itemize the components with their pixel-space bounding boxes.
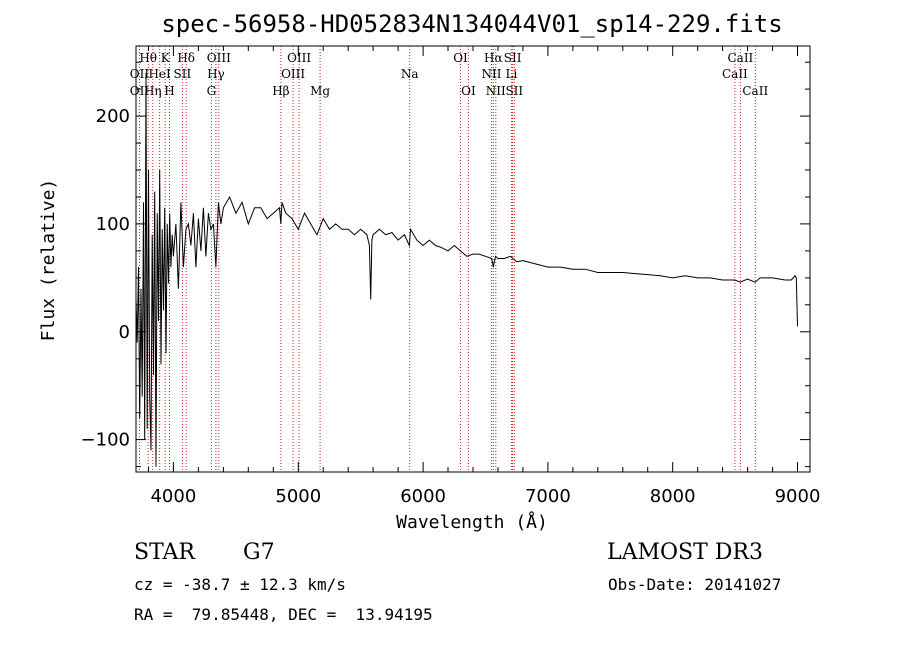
x-tick-label: 9000 bbox=[775, 486, 821, 507]
line-label: OII bbox=[130, 84, 150, 98]
line-label: Hη bbox=[144, 84, 162, 98]
line-label: Hβ bbox=[272, 84, 289, 98]
line-label: G bbox=[207, 84, 217, 98]
line-label: H bbox=[164, 84, 174, 98]
line-label: NII bbox=[486, 84, 506, 98]
line-label: Mg bbox=[310, 84, 330, 98]
line-label: CaII bbox=[742, 84, 768, 98]
spectral-line-markers bbox=[138, 46, 756, 472]
x-tick-label: 6000 bbox=[400, 486, 446, 507]
line-label: Li bbox=[505, 67, 517, 81]
y-tick-label: 200 bbox=[96, 106, 130, 127]
x-tick-label: 7000 bbox=[525, 486, 571, 507]
x-tick-label: 4000 bbox=[150, 486, 196, 507]
line-label: OI bbox=[453, 51, 468, 65]
line-label: NII bbox=[482, 67, 502, 81]
x-tick-label: 5000 bbox=[275, 486, 321, 507]
object-class: STAR bbox=[134, 540, 195, 565]
x-axis-ticks: 4000 5000 6000 7000 8000 9000 bbox=[148, 46, 821, 507]
line-label: SII bbox=[505, 84, 523, 98]
line-label: Hθ bbox=[139, 51, 157, 65]
line-label: OIII bbox=[287, 51, 311, 65]
line-label: Hα bbox=[484, 51, 503, 65]
chart-title: spec-56958-HD052834N134044V01_sp14-229.f… bbox=[161, 10, 782, 38]
line-label: OII bbox=[130, 67, 150, 81]
line-label: CaII bbox=[722, 67, 748, 81]
x-axis-label: Wavelength (Å) bbox=[396, 511, 548, 533]
coordinates: RA = 79.85448, DEC = 13.94195 bbox=[134, 605, 433, 624]
y-tick-label: −100 bbox=[81, 430, 130, 451]
line-label: CaII bbox=[727, 51, 753, 65]
y-axis-label: Flux (relative) bbox=[38, 179, 59, 342]
y-tick-label: 0 bbox=[119, 322, 130, 343]
flux-series-line bbox=[135, 72, 798, 467]
line-label: SII bbox=[504, 51, 522, 65]
redshift-velocity: cz = -38.7 ± 12.3 km/s bbox=[134, 575, 346, 594]
y-tick-label: 100 bbox=[96, 214, 130, 235]
line-label: OIII bbox=[281, 67, 305, 81]
line-label: Hγ bbox=[207, 67, 225, 81]
object-subclass: G7 bbox=[243, 540, 275, 565]
line-label: OI bbox=[461, 84, 476, 98]
x-tick-label: 8000 bbox=[650, 486, 696, 507]
line-label: OIII bbox=[207, 51, 231, 65]
observation-date: Obs-Date: 20141027 bbox=[608, 575, 782, 594]
line-label: HeI bbox=[148, 67, 171, 81]
plot-frame bbox=[135, 45, 811, 473]
survey-name: LAMOST DR3 bbox=[607, 540, 763, 565]
y-axis-ticks: −100 0 100 200 bbox=[81, 61, 810, 468]
line-label: Hδ bbox=[177, 51, 195, 65]
line-label: Na bbox=[401, 67, 419, 81]
line-label: SII bbox=[174, 67, 192, 81]
line-label: K bbox=[161, 51, 171, 65]
